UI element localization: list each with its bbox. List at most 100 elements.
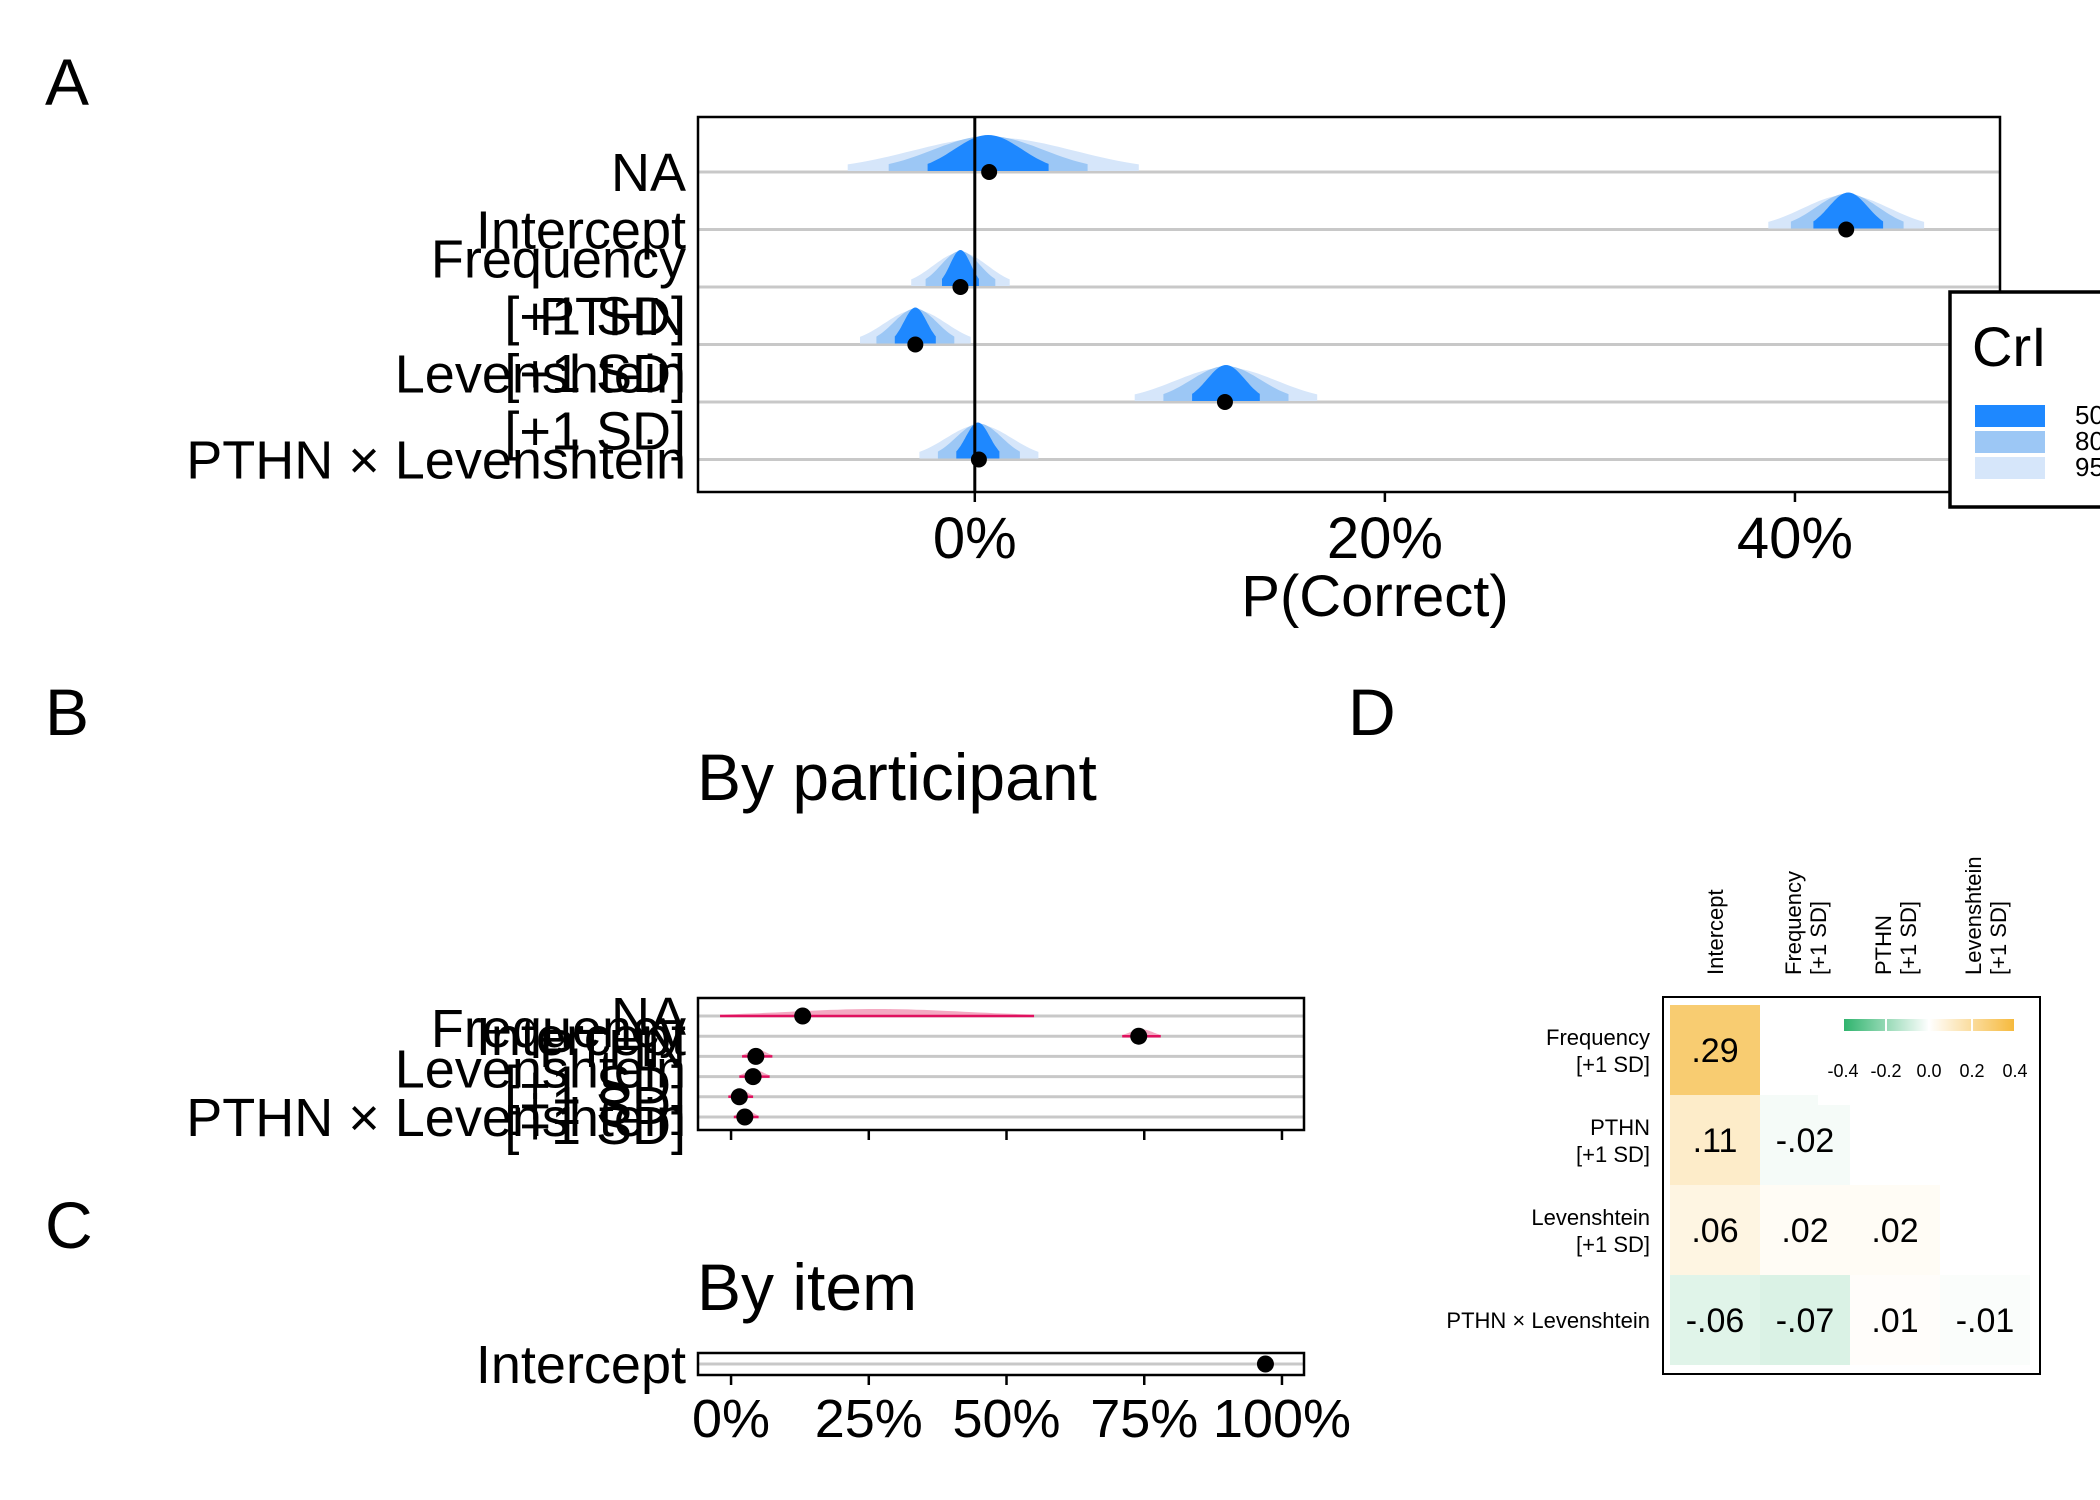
panel-d-correlation-matrix: .29 .11 -.02 .06 .02 .02 -.06 -.07 .01 -.01 Inter…	[1446, 856, 2041, 1375]
point-estimate-levenshtein-1-sd	[730, 1088, 748, 1106]
corr-value-3-3: -.01	[1956, 1302, 2015, 1340]
row-label-na: NA	[611, 143, 686, 203]
row-label-line: PTHN × Levenshtein	[186, 1088, 686, 1148]
row-label-line: [+1 SD]	[504, 401, 686, 461]
panel-label-c: C	[45, 1188, 93, 1262]
row-label-frequency-1-sd: Frequency [+1 SD]	[431, 999, 686, 1116]
panel-c-intervals	[1256, 1355, 1274, 1373]
corr-value-1-0: .11	[1693, 1122, 1738, 1160]
crl-legend-swatch-50	[1975, 405, 2045, 427]
corr-value-2-1: .02	[1781, 1212, 1828, 1250]
row-label-line: Levenshtein	[395, 1039, 686, 1099]
interval-50-frequency-1-sd	[942, 250, 979, 286]
row-label-line: Frequency	[431, 999, 686, 1059]
row-label-pthn-1-sd: PTHN [+1 SD]	[1576, 1115, 1650, 1167]
panel-d-colorbar: -0.4 -0.2 0.0 0.2 0.4	[1818, 997, 2040, 1105]
row-label-line: PTHN	[539, 287, 686, 347]
corr-cell-3-3	[1940, 1275, 2030, 1365]
panel-b-frame	[696, 996, 1306, 1132]
point-estimate-levenshtein-1-sd	[1216, 394, 1233, 410]
row-label-line: NA	[611, 143, 686, 203]
x-tick-label-0: 0%	[933, 506, 1017, 571]
row-label-levenshtein-1-sd: Levenshtein [+1 SD]	[395, 345, 686, 462]
panel-c-by-item: By item Intercept 0% 25% 50% 75% 100%	[476, 1250, 1351, 1449]
row-label-pthn-1-sd: PTHN [+1 SD]	[504, 287, 686, 404]
point-estimate-intercept	[1256, 1355, 1274, 1373]
point-estimate-frequency-1-sd	[952, 279, 969, 295]
crl-legend-label-95: 95	[2075, 452, 2100, 482]
row-label-line: Frequency	[431, 230, 686, 290]
point-estimate-intercept	[1838, 221, 1855, 238]
point-estimate-na	[794, 1007, 812, 1025]
row-label-line: [+1 SD]	[504, 1056, 686, 1116]
col-label-line: Intercept	[1703, 889, 1728, 975]
corr-value-3-2: .01	[1871, 1302, 1918, 1340]
panel-a-x-axis-title: P(Correct)	[1241, 564, 1508, 629]
panel-a-x-ticks: 0% 20% 40%	[933, 492, 1853, 571]
crl-legend-swatch-95	[1975, 457, 2045, 479]
row-label-line: Levenshtein	[1531, 1205, 1650, 1230]
col-label-levenshtein-1-sd: Levenshtein[+1 SD]	[1961, 856, 2011, 975]
crl-legend-label-80: 80	[2075, 426, 2100, 456]
row-label-intercept: Intercept	[476, 200, 686, 260]
crl-legend-title: CrI	[1972, 315, 2047, 378]
col-label-intercept: Intercept	[1703, 889, 1728, 975]
panel-b-x-ticks	[729, 1130, 1284, 1140]
interval-50-na	[927, 135, 1049, 171]
x-tick-label-2: 50%	[952, 1389, 1060, 1449]
x-tick-label-1: 20%	[1327, 506, 1443, 571]
row-label-line: [+1 SD]	[1576, 1232, 1650, 1257]
col-label-line: [+1 SD]	[1806, 901, 1831, 975]
row-label-line: NA	[611, 987, 686, 1047]
row-label-frequency-1-sd: Frequency [+1 SD]	[1546, 1025, 1650, 1077]
row-label-pthn-levenshtein: PTHN × Levenshtein	[186, 430, 686, 490]
interval-50-intercept	[1813, 192, 1884, 229]
point-estimate-pthn-1-sd	[907, 336, 924, 353]
corr-value-3-0: -.06	[1686, 1302, 1745, 1340]
colorbar-label-0: -0.4	[1827, 1061, 1858, 1081]
panel-c-title: By item	[697, 1250, 917, 1324]
row-label-line: PTHN	[1590, 1115, 1650, 1140]
panel-d-row-labels: Frequency [+1 SD]PTHN [+1 SD]Levenshtein [+…	[1446, 1025, 1650, 1333]
row-label-line: [+1 SD]	[504, 344, 686, 404]
panel-d-frame	[1662, 996, 2041, 1375]
colorbar-label-1: -0.2	[1870, 1061, 1901, 1081]
corr-cell-3-2	[1850, 1275, 1940, 1365]
x-tick-label-1: 25%	[815, 1389, 923, 1449]
row-label-levenshtein-1-sd: Levenshtein [+1 SD]	[395, 1039, 686, 1156]
corr-cell-0-0	[1670, 1005, 1760, 1095]
col-label-frequency-1-sd: Frequency[+1 SD]	[1781, 871, 1831, 975]
row-label-line: [+1 SD]	[1576, 1052, 1650, 1077]
panel-label-b: B	[45, 675, 89, 749]
corr-cell-3-0	[1670, 1275, 1760, 1365]
col-label-line: [+1 SD]	[1896, 901, 1921, 975]
corr-cell-3-1	[1760, 1275, 1850, 1365]
row-label-line: PTHN	[539, 1019, 686, 1079]
interval-50-levenshtein-1-sd	[1192, 365, 1260, 401]
panel-label-a: A	[45, 45, 89, 119]
panel-d-column-labels: Intercept Frequency[+1 SD] PTHN[+1 SD] Leve…	[1703, 856, 2011, 975]
corr-cell-2-2	[1850, 1185, 1940, 1275]
row-label-line: [+1 SD]	[504, 1096, 686, 1156]
colorbar-label-2: 0.0	[1916, 1061, 1941, 1081]
row-label-line: [+1 SD]	[504, 1076, 686, 1136]
row-label-levenshtein-1-sd: Levenshtein [+1 SD]	[1531, 1205, 1650, 1257]
row-label-line: Frequency	[1546, 1025, 1650, 1050]
x-tick-label-2: 40%	[1737, 506, 1853, 571]
crl-legend-swatch-80	[1975, 431, 2045, 453]
row-label-line: Levenshtein	[395, 345, 686, 405]
row-label-pthn-levenshtein: PTHN × Levenshtein	[186, 1088, 686, 1148]
interval-50-pthn-levenshtein	[956, 422, 1000, 459]
col-label-pthn-1-sd: PTHN[+1 SD]	[1871, 901, 1921, 975]
panel-b-gridlines	[698, 1014, 1304, 1119]
point-estimate-pthn-1-sd	[744, 1068, 762, 1086]
row-label-line: Intercept	[476, 1335, 686, 1395]
row-label-intercept: Intercept	[476, 1007, 686, 1067]
x-tick-label-0: 0%	[692, 1389, 770, 1449]
colorbar-label-4: 0.4	[2002, 1061, 2027, 1081]
